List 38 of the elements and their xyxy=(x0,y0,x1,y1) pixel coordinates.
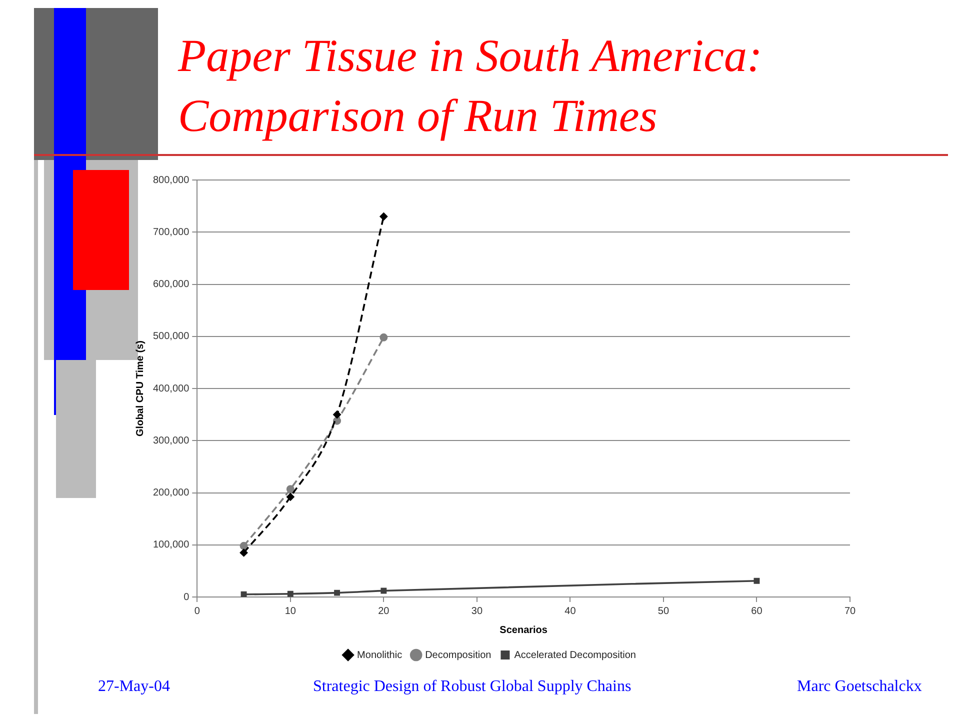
point xyxy=(240,542,248,550)
y-tick-label: 400,000 xyxy=(152,383,190,394)
text: Marc Goetschalckx xyxy=(797,678,922,696)
point xyxy=(287,590,294,597)
y-tick-label: 200,000 xyxy=(152,488,190,498)
y-tick-label: 700,000 xyxy=(152,226,190,238)
legend-label: Monolithic xyxy=(357,650,402,661)
y-tick-label: 500,000 xyxy=(152,331,190,342)
x-tick-label: 0 xyxy=(194,606,200,617)
x-tick-label: 50 xyxy=(658,606,670,617)
point xyxy=(380,333,388,342)
point xyxy=(286,492,294,501)
text: Strategic Design of Robust Global Supply Chains xyxy=(313,678,632,696)
point xyxy=(380,212,388,220)
y-tick-label: 600,000 xyxy=(152,279,190,290)
point xyxy=(240,548,248,557)
point xyxy=(333,410,342,419)
x-tick-label: 60 xyxy=(751,606,763,617)
y-tick-label: 800,000 xyxy=(152,174,190,186)
point xyxy=(240,591,247,597)
y-tick-label: 0 xyxy=(184,592,190,603)
point xyxy=(380,588,387,594)
x-tick-label: 30 xyxy=(471,606,483,617)
y-tick-label: 300,000 xyxy=(152,435,190,446)
y-tick-label: 100,000 xyxy=(152,540,190,551)
x-axis-title: Scenarios xyxy=(500,624,548,636)
point xyxy=(754,578,760,584)
y-axis-title: Global CPU Time (s) xyxy=(134,340,146,436)
chart-title: Paper Tissue in South America: Comparison of Run Times xyxy=(178,29,764,143)
x-tick-label: 20 xyxy=(378,606,390,617)
text: 27-May-04 xyxy=(98,678,170,696)
x-tick-label: 70 xyxy=(844,606,856,617)
x-tick-label: 10 xyxy=(284,606,296,617)
point xyxy=(334,590,340,596)
legend-label: Accelerated Decomposition xyxy=(514,650,636,661)
point xyxy=(286,485,294,494)
legend-label: Decomposition xyxy=(425,650,492,661)
x-tick-label: 40 xyxy=(564,606,576,617)
